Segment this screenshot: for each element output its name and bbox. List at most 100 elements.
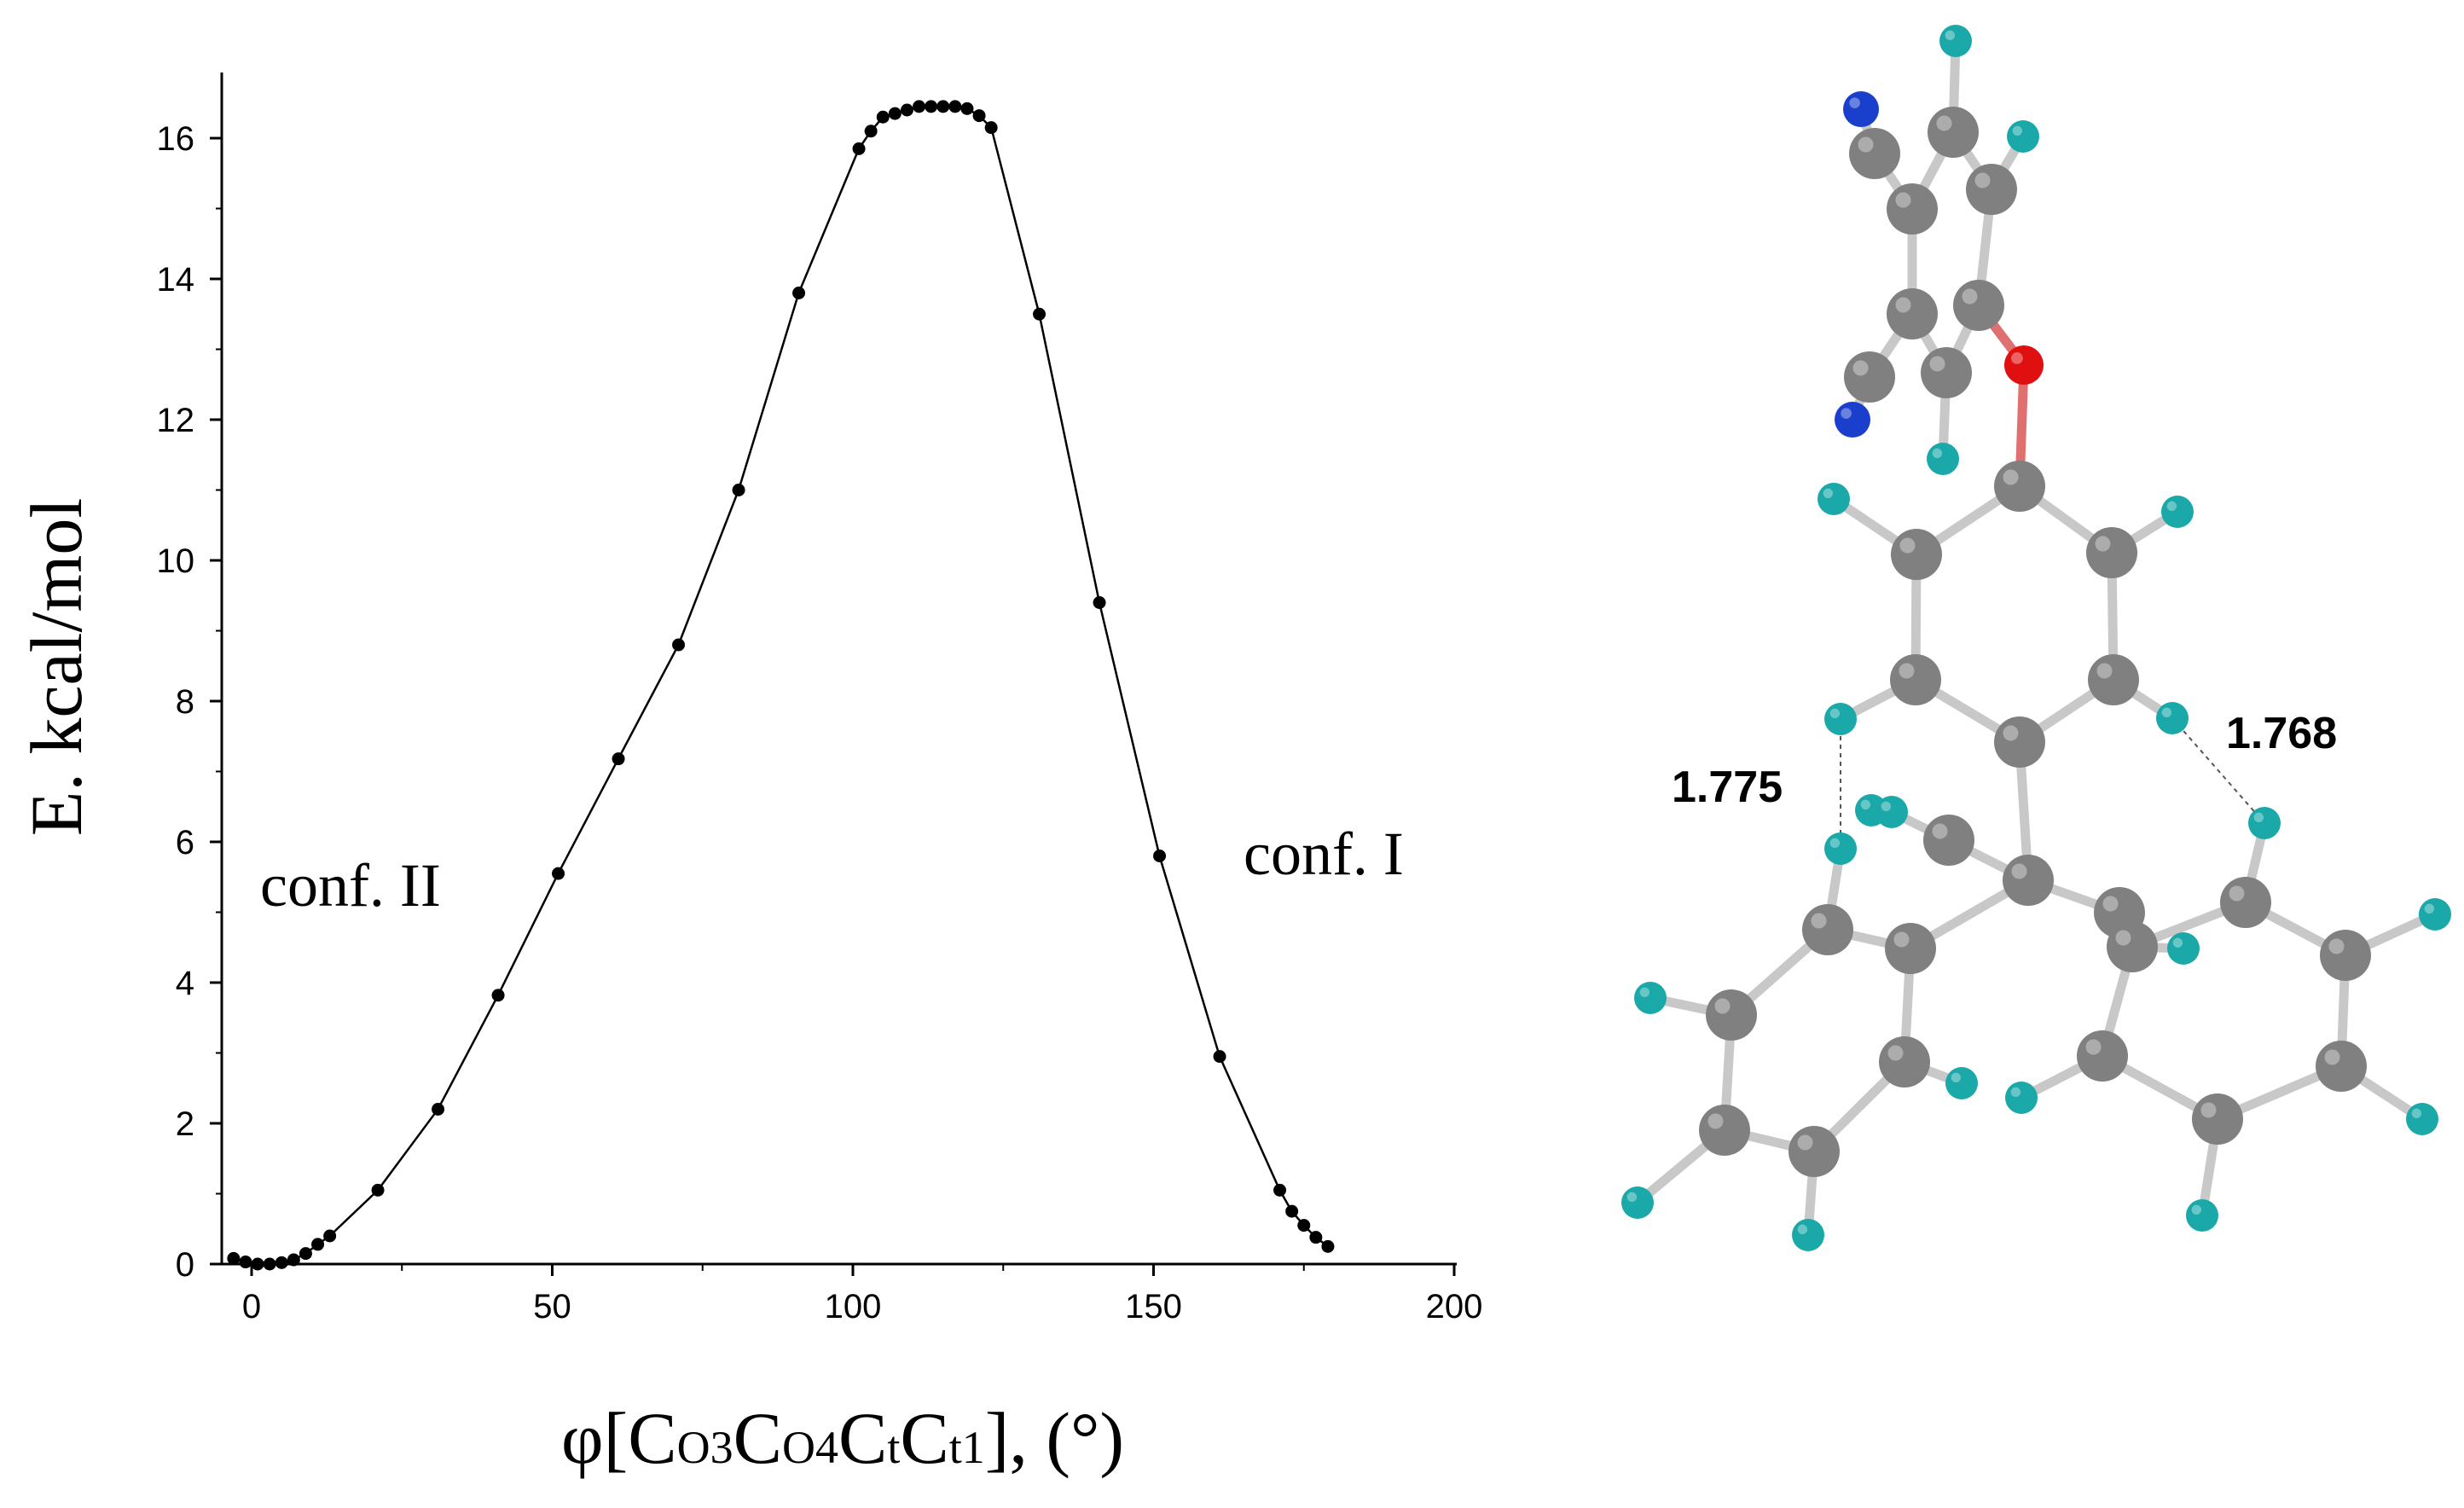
data-point-24	[936, 100, 950, 113]
atom-highlight-l2	[1893, 931, 1910, 948]
atom-highlight-hl6	[1797, 1224, 1808, 1235]
data-point-4	[275, 1256, 288, 1269]
atom-cb	[1923, 815, 1974, 866]
atom-hm5	[2156, 702, 2189, 734]
annotation-conf-i: conf. I	[1244, 820, 1404, 888]
atom-h2	[2007, 120, 2039, 153]
atom-highlight-hr3	[2424, 903, 2435, 914]
y-tick-label-2: 2	[176, 1105, 194, 1143]
distance-label-right: 1.768	[2226, 709, 2337, 758]
atom-m4	[1890, 654, 1941, 705]
x-axis-title-part-1: φ[C	[561, 1397, 677, 1479]
data-point-12	[552, 867, 565, 880]
data-point-17	[852, 142, 866, 155]
data-point-29	[1033, 307, 1046, 321]
atom-hm4	[1824, 703, 1857, 735]
x-axis-title-part-4: C	[900, 1397, 948, 1479]
atom-highlight-o1	[2011, 352, 2023, 364]
data-point-0	[227, 1251, 241, 1265]
atom-highlight-m5	[2096, 663, 2113, 679]
data-point-22	[913, 100, 926, 113]
atom-highlight-c6	[1929, 356, 1945, 372]
atom-h1	[1939, 25, 1972, 57]
atom-highlight-hr1	[2253, 812, 2264, 823]
atom-highlight-l6	[1797, 1134, 1813, 1151]
data-point-9	[371, 1183, 385, 1197]
data-point-6	[299, 1247, 312, 1261]
atom-hl0	[1824, 832, 1857, 865]
atom-highlight-hm3	[2166, 501, 2177, 512]
data-point-25	[948, 100, 962, 113]
y-tick-label-16: 16	[157, 120, 195, 158]
data-point-34	[1285, 1204, 1299, 1218]
y-tick-label-14: 14	[157, 261, 195, 299]
atom-m2	[1891, 529, 1942, 580]
atom-l6	[1789, 1126, 1840, 1177]
atom-highlight-c3	[1974, 172, 1991, 188]
atom-highlight-hl0	[1829, 838, 1841, 849]
y-tick-label-12: 12	[157, 402, 195, 439]
atom-highlight-c2	[1895, 192, 1911, 208]
atom-o1	[2004, 345, 2044, 385]
x-axis-title-part-2: C	[733, 1397, 782, 1479]
atom-highlight-r4	[2085, 1039, 2102, 1055]
energy-profile-chart: 0 2 4 6 8 10 12 14 16 0 50 100 150 200 E. kcal/mol φ…	[15, 72, 1482, 1479]
atom-highlight-m2	[1899, 537, 1916, 554]
atom-highlight-r1	[2229, 885, 2245, 902]
series-line	[233, 105, 1329, 1266]
y-tick-label-0: 0	[176, 1246, 194, 1284]
atom-l5	[1699, 1105, 1750, 1156]
atom-highlight-r3	[2328, 938, 2345, 954]
atom-hl6	[1792, 1219, 1824, 1251]
x-axis-ticks: 0 50 100 150 200	[242, 1264, 1483, 1325]
atom-highlight-hl4	[1951, 1072, 1962, 1083]
atom-hm2	[1818, 483, 1850, 515]
atom-c2	[1887, 183, 1938, 235]
atom-hr5	[2406, 1103, 2438, 1135]
atom-r4	[2077, 1030, 2128, 1082]
y-tick-label-6: 6	[176, 824, 194, 861]
data-point-11	[491, 989, 505, 1002]
atom-highlight-n2	[1841, 408, 1852, 419]
atom-highlight-hm2	[1823, 488, 1834, 499]
molecule-bonds	[1632, 36, 2440, 1240]
atom-highlight-hc2	[1881, 801, 1892, 812]
atom-c1	[1928, 107, 1979, 158]
atom-highlight-r0	[2102, 896, 2119, 912]
atom-highlight-hr2	[2172, 937, 2183, 948]
atom-l2	[1885, 923, 1936, 974]
atom-h3	[1927, 443, 1959, 475]
atom-c4	[1887, 288, 1938, 339]
data-point-36	[1309, 1231, 1323, 1244]
atom-r2	[2107, 921, 2158, 972]
data-point-5	[287, 1253, 300, 1267]
atom-highlight-hr6	[2191, 1204, 2202, 1215]
atom-highlight-l1	[1811, 913, 1827, 929]
data-point-3	[263, 1257, 276, 1271]
atom-highlight-m3	[2095, 536, 2111, 552]
y-tick-label-8: 8	[176, 683, 194, 721]
atom-c5	[1953, 280, 2004, 331]
atom-hr3	[2419, 898, 2451, 931]
data-point-32	[1213, 1050, 1226, 1064]
data-point-19	[876, 110, 890, 124]
x-tick-label-100: 100	[825, 1288, 882, 1325]
x-axis-title-sub-2: O4	[782, 1422, 838, 1473]
data-point-27	[972, 109, 986, 123]
atom-m5	[2088, 654, 2139, 705]
data-point-35	[1297, 1219, 1311, 1232]
atom-highlight-r5	[2324, 1049, 2340, 1065]
data-point-37	[1321, 1239, 1335, 1253]
atom-hr2	[2167, 932, 2200, 965]
molecule-atoms	[1621, 25, 2451, 1251]
x-tick-label-200: 200	[1426, 1288, 1483, 1325]
molecule-structure: 1.775 1.768	[1621, 25, 2451, 1251]
data-point-21	[900, 103, 913, 117]
x-tick-label-150: 150	[1125, 1288, 1182, 1325]
atom-highlight-cn1	[1858, 136, 1874, 153]
x-axis-title-sub-4: t1	[949, 1422, 985, 1473]
distance-label-left: 1.775	[1672, 763, 1783, 812]
x-tick-label-50: 50	[533, 1288, 571, 1325]
data-point-1	[239, 1256, 252, 1269]
